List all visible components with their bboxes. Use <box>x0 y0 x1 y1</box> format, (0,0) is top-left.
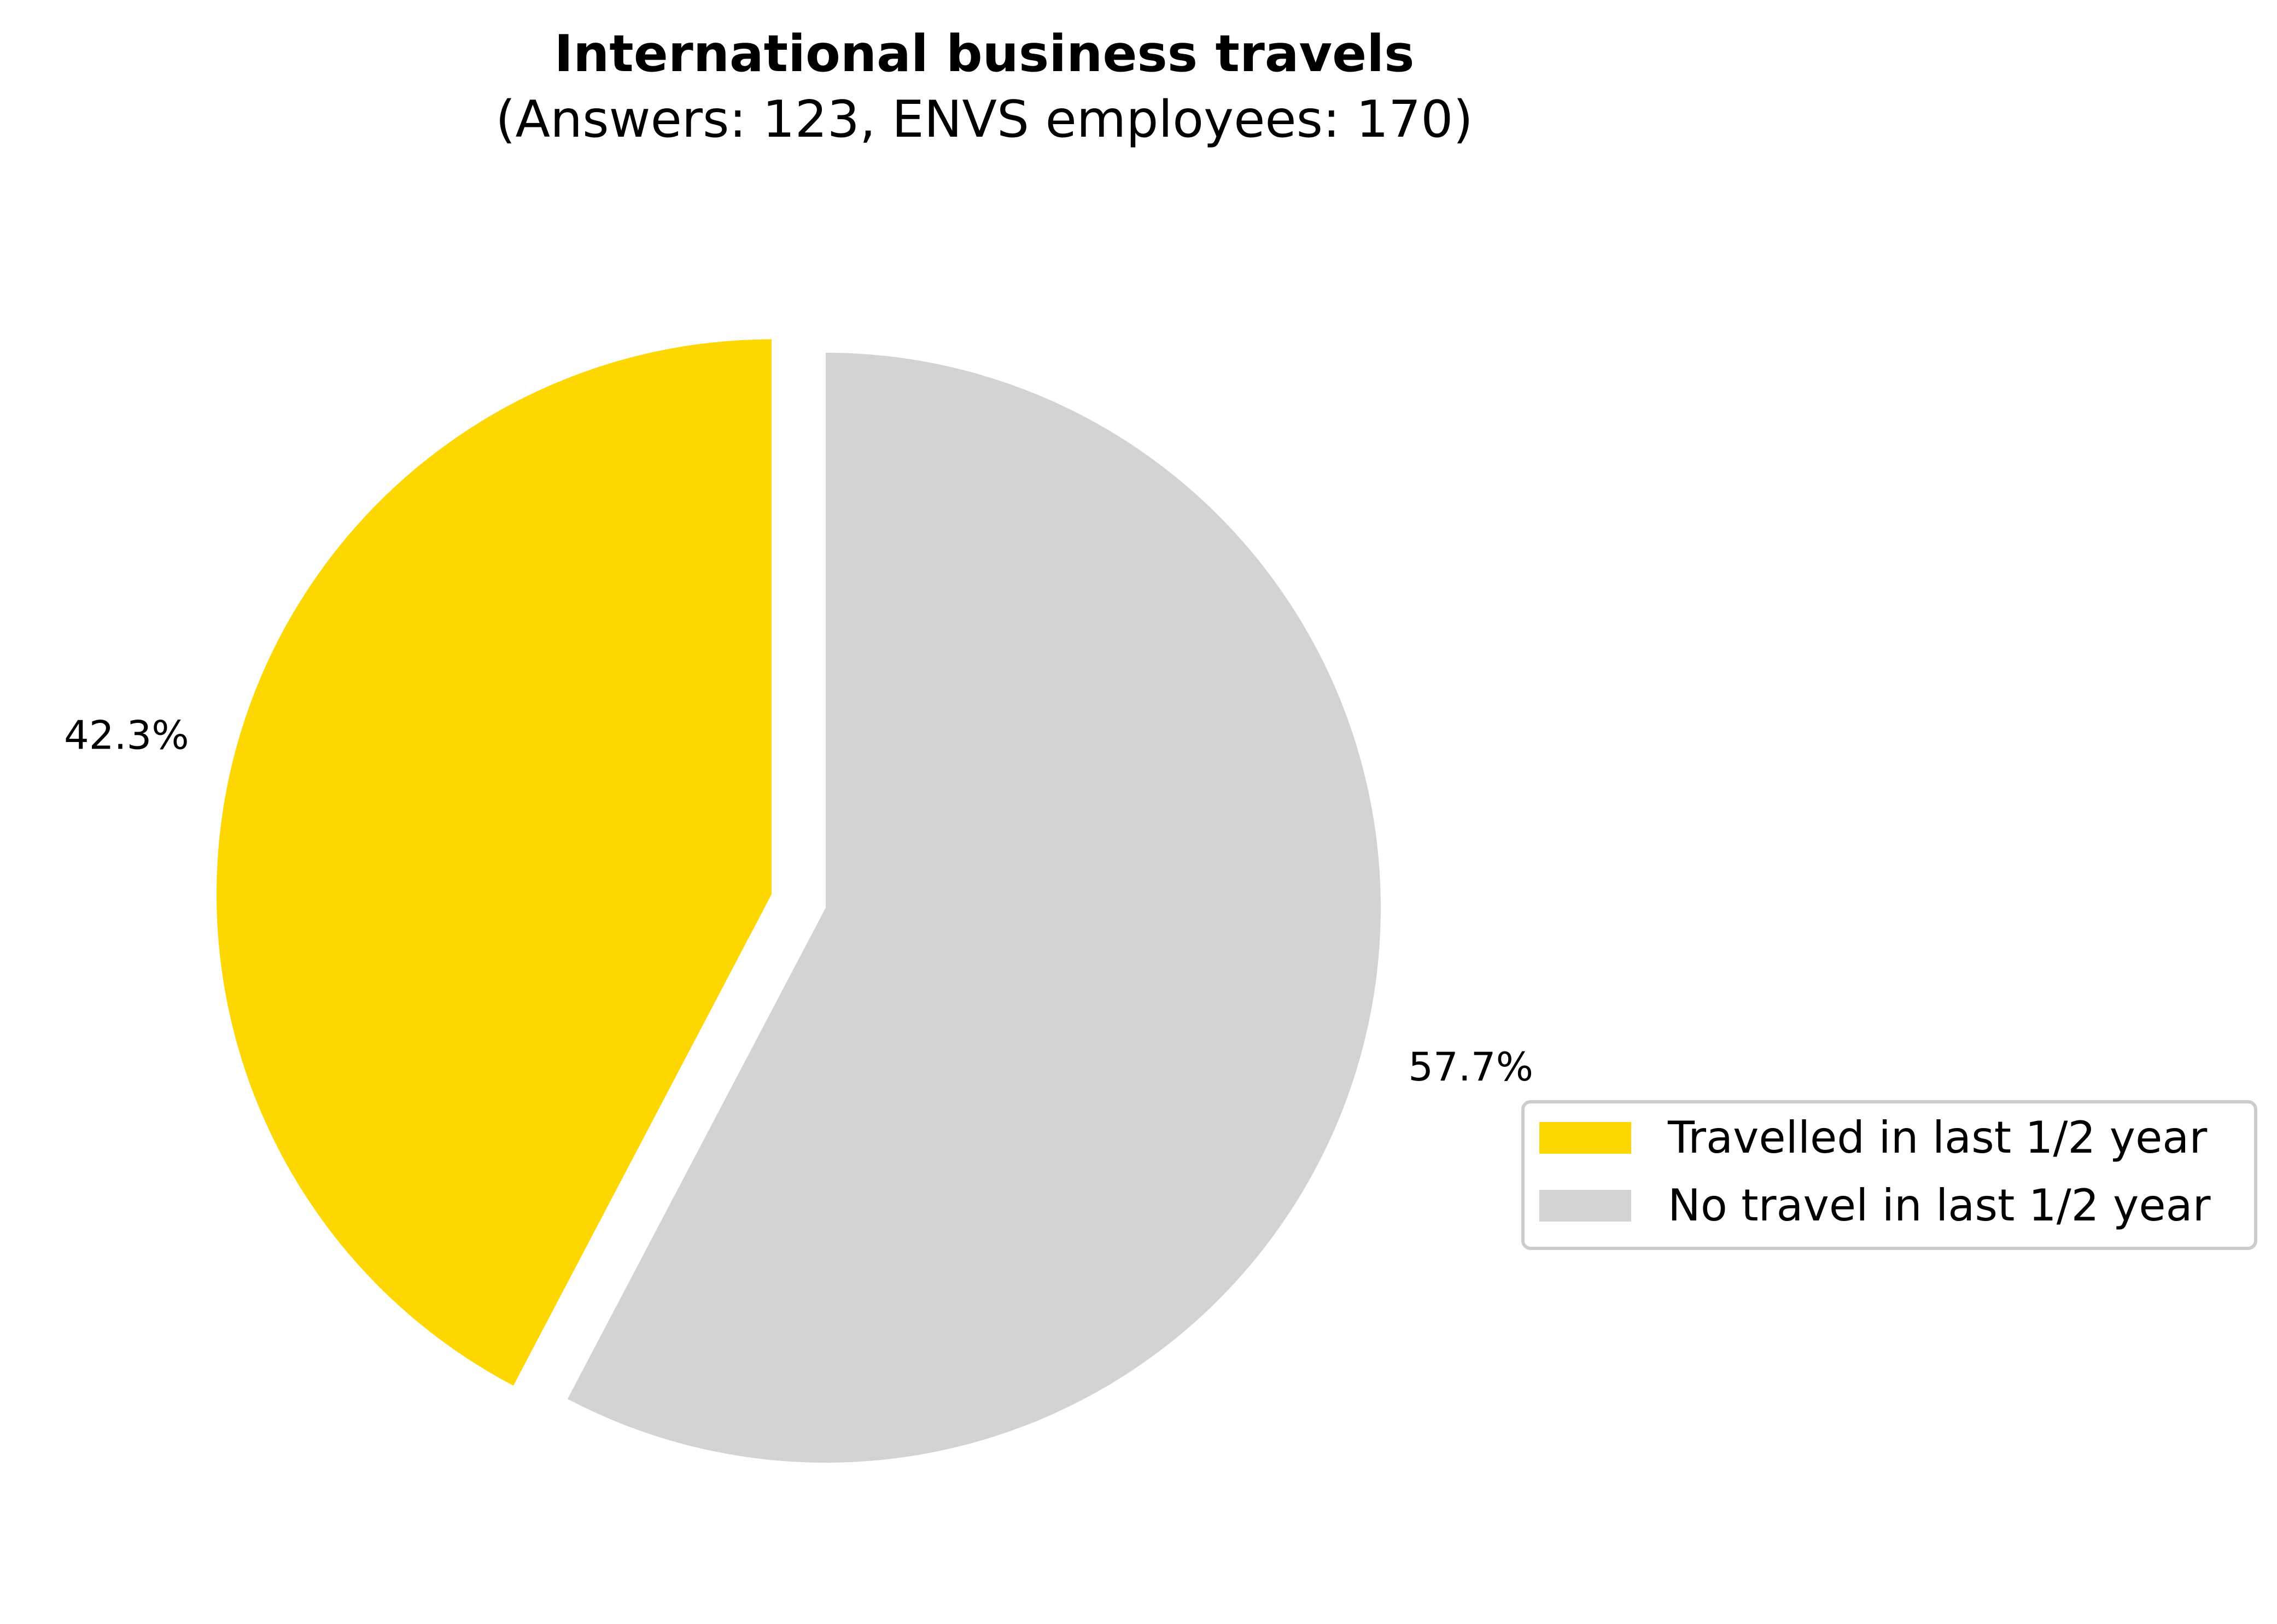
chart-legend: Travelled in last 1/2 year No travel in … <box>1521 1100 2257 1250</box>
pie-label-travelled: 42.3% <box>64 712 189 758</box>
pie-label-no-travel: 57.7% <box>1408 1044 1533 1090</box>
legend-label-travelled: Travelled in last 1/2 year <box>1667 1112 2207 1163</box>
pie-slice-no-travel <box>567 353 1381 1463</box>
pie-slices <box>216 339 1381 1463</box>
legend-frame <box>1521 1100 2257 1250</box>
pie-percentage-labels: 42.3% 57.7% <box>64 712 1533 1090</box>
chart-subtitle: (Answers: 123, ENVS employees: 170) <box>495 90 1473 149</box>
legend-swatch-no-travel <box>1539 1190 1631 1222</box>
legend-swatch-travelled <box>1539 1122 1631 1154</box>
chart-title: International business travels <box>554 24 1414 83</box>
legend-label-no-travel: No travel in last 1/2 year <box>1668 1180 2211 1231</box>
pie-slice-travelled <box>216 339 772 1386</box>
